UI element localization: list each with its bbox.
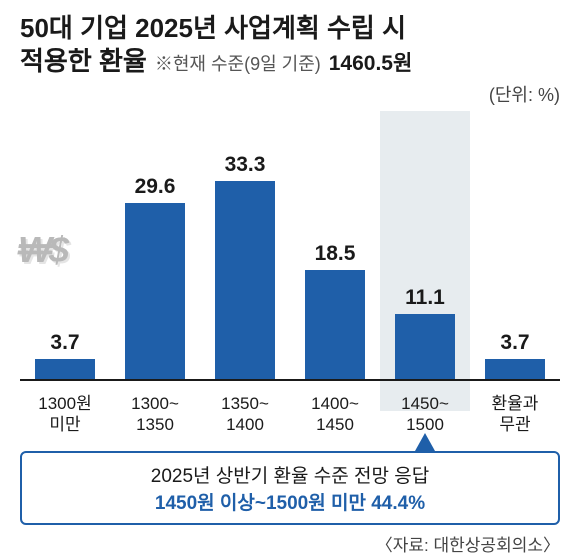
bar-value-label: 3.7 [50,331,79,355]
callout-line2-prefix: 1450원 이상~1500원 미만 [155,493,371,514]
source-label: 〈자료: 대한상공회의소〉 [20,531,560,556]
bar [125,203,185,381]
x-axis-label: 1400~ 1450 [290,394,380,435]
unit-label: (단위: %) [20,81,560,107]
bar-value-label: 11.1 [405,286,445,310]
bar [395,314,455,381]
x-axis-label: 1450~ 1500 [380,394,470,435]
note-prefix: ※현재 수준(9일 기준) [155,50,321,76]
callout-box: 2025년 상반기 환율 수준 전망 응답 1450원 이상~1500원 미만 … [20,451,560,525]
bar-value-label: 3.7 [500,331,529,355]
note-value: 1460.5원 [329,47,413,77]
bar-chart: ₩$ 3.729.633.318.511.13.7 1300원 미만1300~ … [20,111,560,411]
bar [215,181,275,381]
callout-line-1: 2025년 상반기 환율 수준 전망 응답 [34,461,546,488]
title-line-1: 50대 기업 2025년 사업계획 수립 시 [20,12,560,45]
callout-pointer-icon [415,433,435,451]
bar-col: 11.1 [380,286,470,381]
won-dollar-icon: ₩$ [18,229,66,271]
title-line-2: 적용한 환율 [20,45,147,78]
x-axis-label: 1300~ 1350 [110,394,200,435]
bar-value-label: 18.5 [315,242,356,266]
callout-pct: 44.4% [371,493,425,514]
bar [35,359,95,381]
bar-col: 3.7 [20,331,110,381]
callout-box-wrap: 2025년 상반기 환율 수준 전망 응답 1450원 이상~1500원 미만 … [20,451,560,525]
x-axis-line [20,379,560,381]
bar-value-label: 33.3 [225,153,266,177]
callout-line-2: 1450원 이상~1500원 미만 44.4% [34,488,546,515]
x-axis-label: 환율과 무관 [470,394,560,435]
bar-col: 29.6 [110,175,200,381]
bar [305,270,365,381]
bar-col: 18.5 [290,242,380,381]
bar-col: 33.3 [200,153,290,381]
x-axis-label: 1300원 미만 [20,394,110,435]
x-axis-label: 1350~ 1400 [200,394,290,435]
bar-value-label: 29.6 [135,175,176,199]
bar [485,359,545,381]
bar-col: 3.7 [470,331,560,381]
chart-title: 50대 기업 2025년 사업계획 수립 시 적용한 환율 ※현재 수준(9일 … [20,12,560,77]
